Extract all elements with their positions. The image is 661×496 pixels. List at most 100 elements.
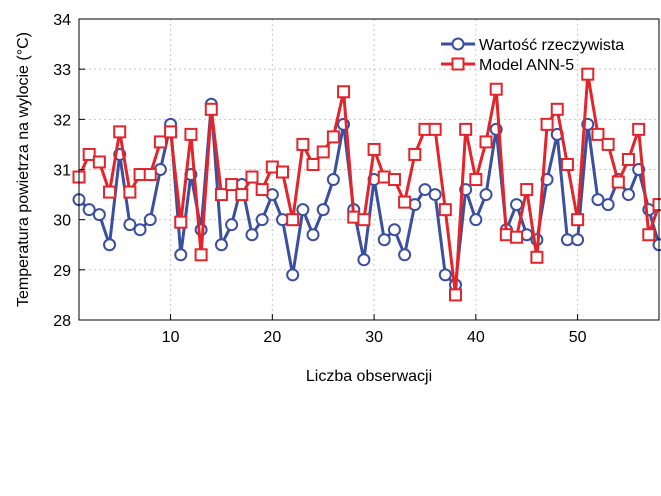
y-axis-label: Temperatura powietrza na wylocie (°C) xyxy=(15,32,32,307)
x-tick-label: 50 xyxy=(569,329,587,346)
data-point-model xyxy=(337,85,351,99)
data-point-actual xyxy=(591,193,605,207)
data-point-actual xyxy=(601,198,615,212)
data-point-model xyxy=(174,215,188,229)
data-point-actual xyxy=(214,238,228,252)
y-tick-label: 34 xyxy=(53,12,71,29)
data-point-model xyxy=(92,155,106,169)
data-point-model xyxy=(448,288,462,302)
data-point-model xyxy=(459,122,473,136)
data-point-model xyxy=(520,183,534,197)
data-point-model xyxy=(611,175,625,189)
data-point-actual xyxy=(326,173,340,187)
data-point-model xyxy=(510,230,524,244)
data-point-model xyxy=(276,165,290,179)
data-point-model xyxy=(550,102,564,116)
data-point-actual xyxy=(174,248,188,262)
data-point-actual xyxy=(245,228,259,242)
data-point-model xyxy=(438,203,452,217)
y-tick-label: 32 xyxy=(53,112,71,129)
legend-swatch-marker xyxy=(451,37,465,51)
data-point-actual xyxy=(469,213,483,227)
x-axis-label: Liczba obserwacji xyxy=(306,368,432,385)
data-point-model xyxy=(153,135,167,149)
series-line-model xyxy=(77,72,661,297)
data-point-model xyxy=(398,195,412,209)
y-tick-label: 33 xyxy=(53,62,71,79)
data-point-model xyxy=(571,213,585,227)
data-point-model xyxy=(225,178,239,192)
data-point-actual xyxy=(306,228,320,242)
data-point-actual xyxy=(82,203,96,217)
data-point-model xyxy=(255,183,269,197)
data-point-actual xyxy=(286,268,300,282)
data-point-model xyxy=(143,168,157,182)
data-point-actual xyxy=(316,203,330,217)
data-point-model xyxy=(82,147,96,161)
data-point-actual xyxy=(255,213,269,227)
data-point-actual xyxy=(438,268,452,282)
data-point-model xyxy=(306,157,320,171)
data-point-actual xyxy=(103,238,117,252)
series-layer xyxy=(72,67,661,302)
series-model xyxy=(72,67,661,302)
x-tick-label: 40 xyxy=(467,329,485,346)
data-point-model xyxy=(194,248,208,262)
data-point-model xyxy=(286,213,300,227)
data-point-actual xyxy=(571,233,585,247)
data-point-model xyxy=(214,188,228,202)
data-point-model xyxy=(357,213,371,227)
legend-item-actual: Wartość rzeczywista xyxy=(441,37,624,54)
data-point-model xyxy=(113,125,127,139)
legend-item-model: Model ANN-5 xyxy=(441,57,574,74)
data-point-model xyxy=(387,173,401,187)
data-point-model xyxy=(652,198,661,212)
data-point-model xyxy=(591,127,605,141)
data-point-model xyxy=(326,130,340,144)
data-point-model xyxy=(530,250,544,264)
y-tick-label: 31 xyxy=(53,163,71,180)
data-point-model xyxy=(428,122,442,136)
data-point-model xyxy=(540,117,554,131)
x-tick-label: 20 xyxy=(263,329,281,346)
data-point-actual xyxy=(510,198,524,212)
data-point-model xyxy=(103,185,117,199)
data-point-actual xyxy=(357,253,371,267)
data-point-model xyxy=(469,173,483,187)
data-point-actual xyxy=(296,203,310,217)
y-tick-label: 30 xyxy=(53,213,71,230)
data-point-actual xyxy=(428,188,442,202)
legend-label-actual: Wartość rzeczywista xyxy=(479,37,624,54)
data-point-model xyxy=(235,188,249,202)
y-tick-label: 28 xyxy=(53,313,71,330)
data-point-model xyxy=(642,228,656,242)
data-point-model xyxy=(479,135,493,149)
data-point-model xyxy=(632,122,646,136)
data-point-model xyxy=(184,127,198,141)
data-point-actual xyxy=(418,183,432,197)
data-point-model xyxy=(367,142,381,156)
y-tick-label: 29 xyxy=(53,263,71,280)
data-point-actual xyxy=(143,213,157,227)
data-point-actual xyxy=(377,233,391,247)
data-point-actual xyxy=(479,188,493,202)
data-point-model xyxy=(296,137,310,151)
data-point-model xyxy=(621,152,635,166)
data-point-model xyxy=(560,157,574,171)
data-point-model xyxy=(164,125,178,139)
data-point-actual xyxy=(398,248,412,262)
legend: Wartość rzeczywista Model ANN-5 xyxy=(441,37,624,74)
data-point-model xyxy=(316,145,330,159)
data-point-model xyxy=(601,137,615,151)
data-point-actual xyxy=(225,218,239,232)
legend-swatch-marker xyxy=(451,57,465,71)
legend-label-model: Model ANN-5 xyxy=(479,57,574,74)
data-point-actual xyxy=(133,223,147,237)
data-point-actual xyxy=(123,218,137,232)
data-point-actual xyxy=(387,223,401,237)
x-tick-label: 30 xyxy=(365,329,383,346)
data-point-model xyxy=(123,185,137,199)
ticks: 10 20 30 40 50 28 29 30 31 32 33 34 xyxy=(53,12,586,346)
data-point-model xyxy=(204,102,218,116)
